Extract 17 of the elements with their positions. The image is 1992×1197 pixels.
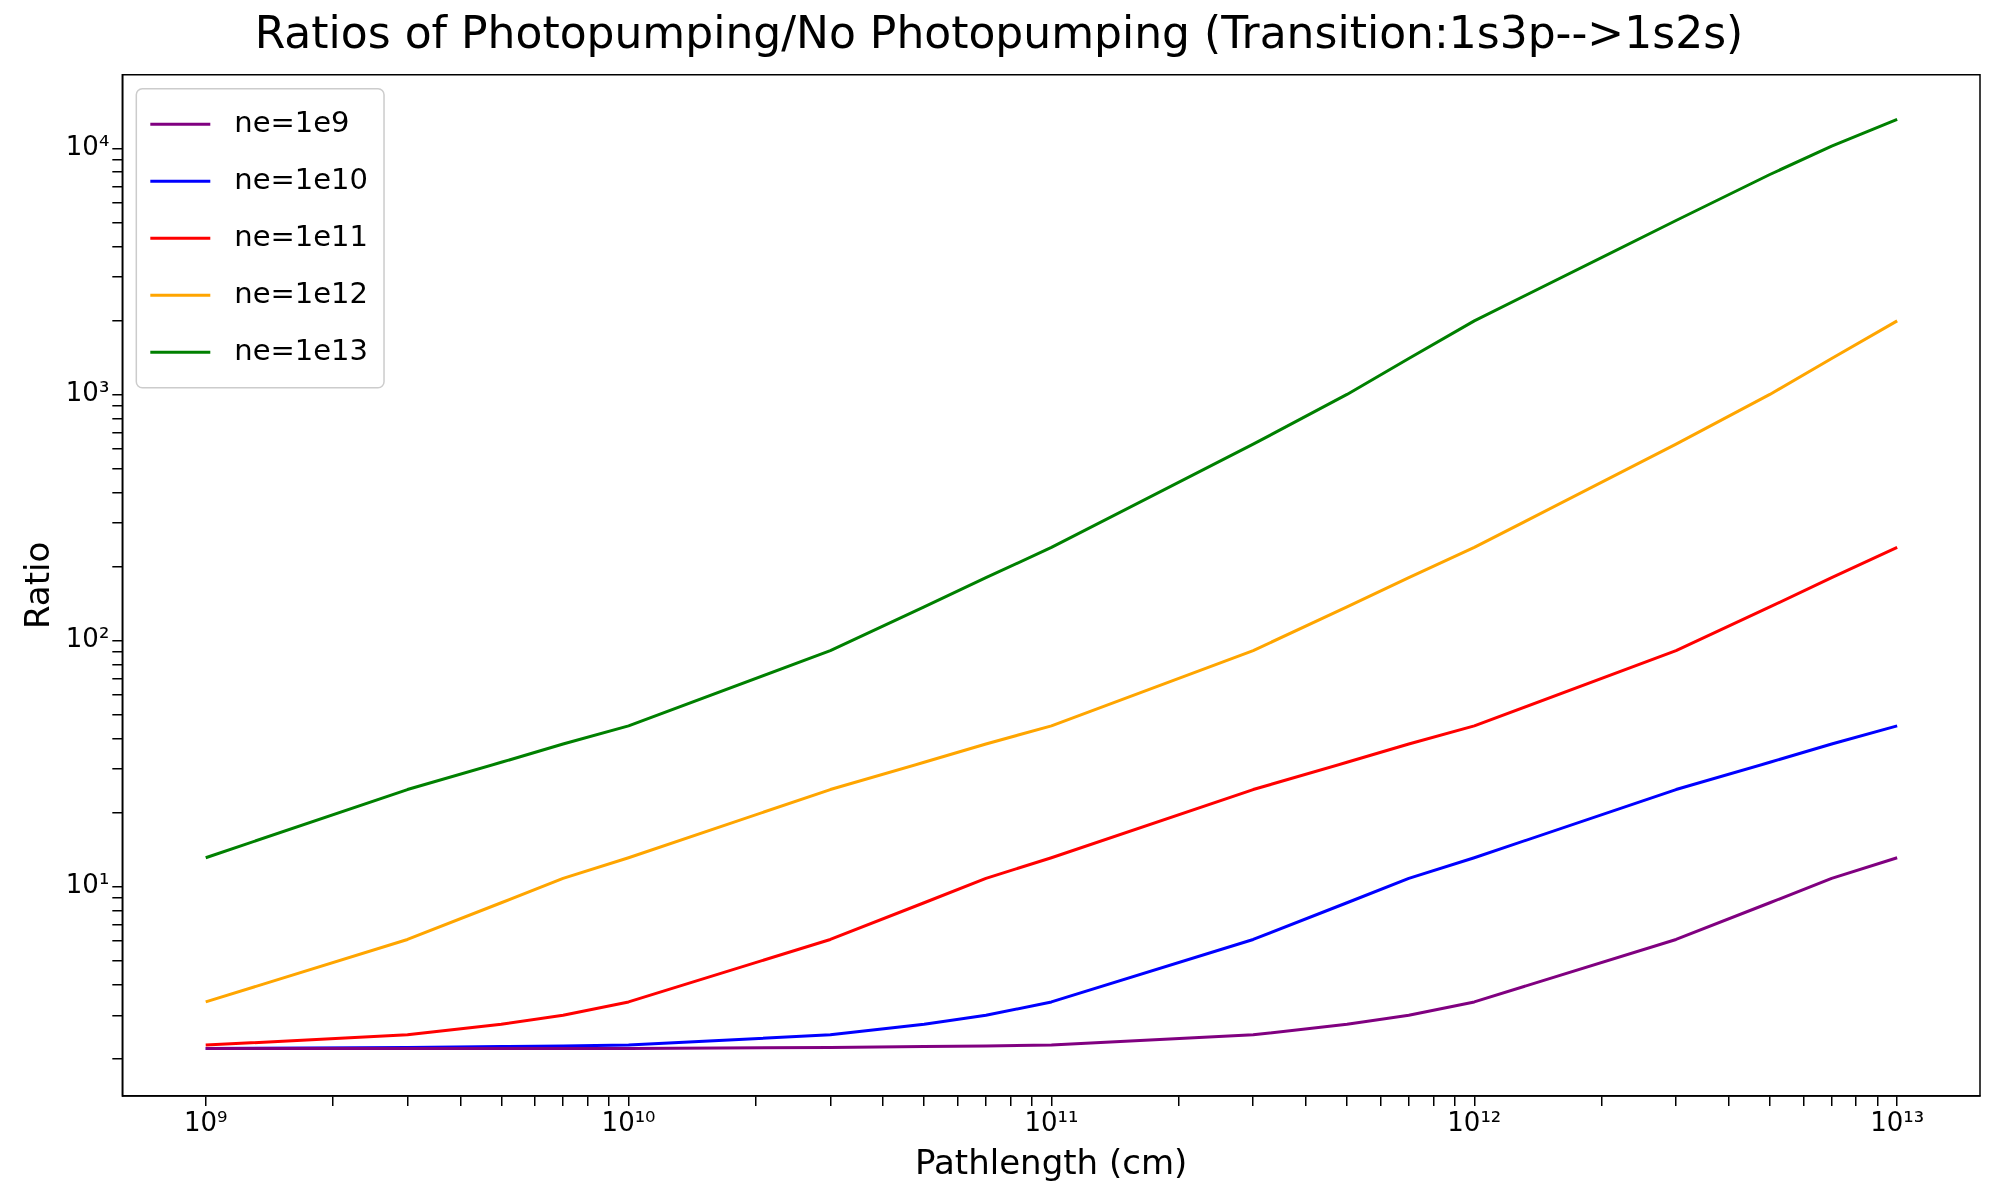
- legend-label: ne=1e11: [234, 218, 369, 253]
- x-tick-label: 10¹⁰: [601, 1107, 656, 1138]
- legend-label: ne=1e13: [234, 332, 369, 367]
- legend-label: ne=1e12: [234, 275, 369, 310]
- y-axis-title: Ratio: [17, 541, 58, 630]
- x-tick-label: 10¹³: [1870, 1107, 1925, 1138]
- y-tick-label: 10³: [65, 377, 110, 408]
- x-tick-label: 10¹¹: [1024, 1107, 1079, 1138]
- y-tick-label: 10⁴: [65, 131, 110, 162]
- y-tick-label: 10²: [65, 623, 110, 654]
- chart-title: Ratios of Photopumping/No Photopumping (Transition:1s3p-->1s2s): [254, 6, 1744, 58]
- legend-label: ne=1e10: [234, 161, 369, 196]
- x-tick-label: 10⁹: [183, 1107, 228, 1138]
- x-tick-label: 10¹²: [1447, 1107, 1502, 1138]
- legend-label: ne=1e9: [234, 104, 350, 139]
- x-axis-title: Pathlength (cm): [915, 1142, 1188, 1183]
- y-tick-label: 10¹: [65, 869, 110, 900]
